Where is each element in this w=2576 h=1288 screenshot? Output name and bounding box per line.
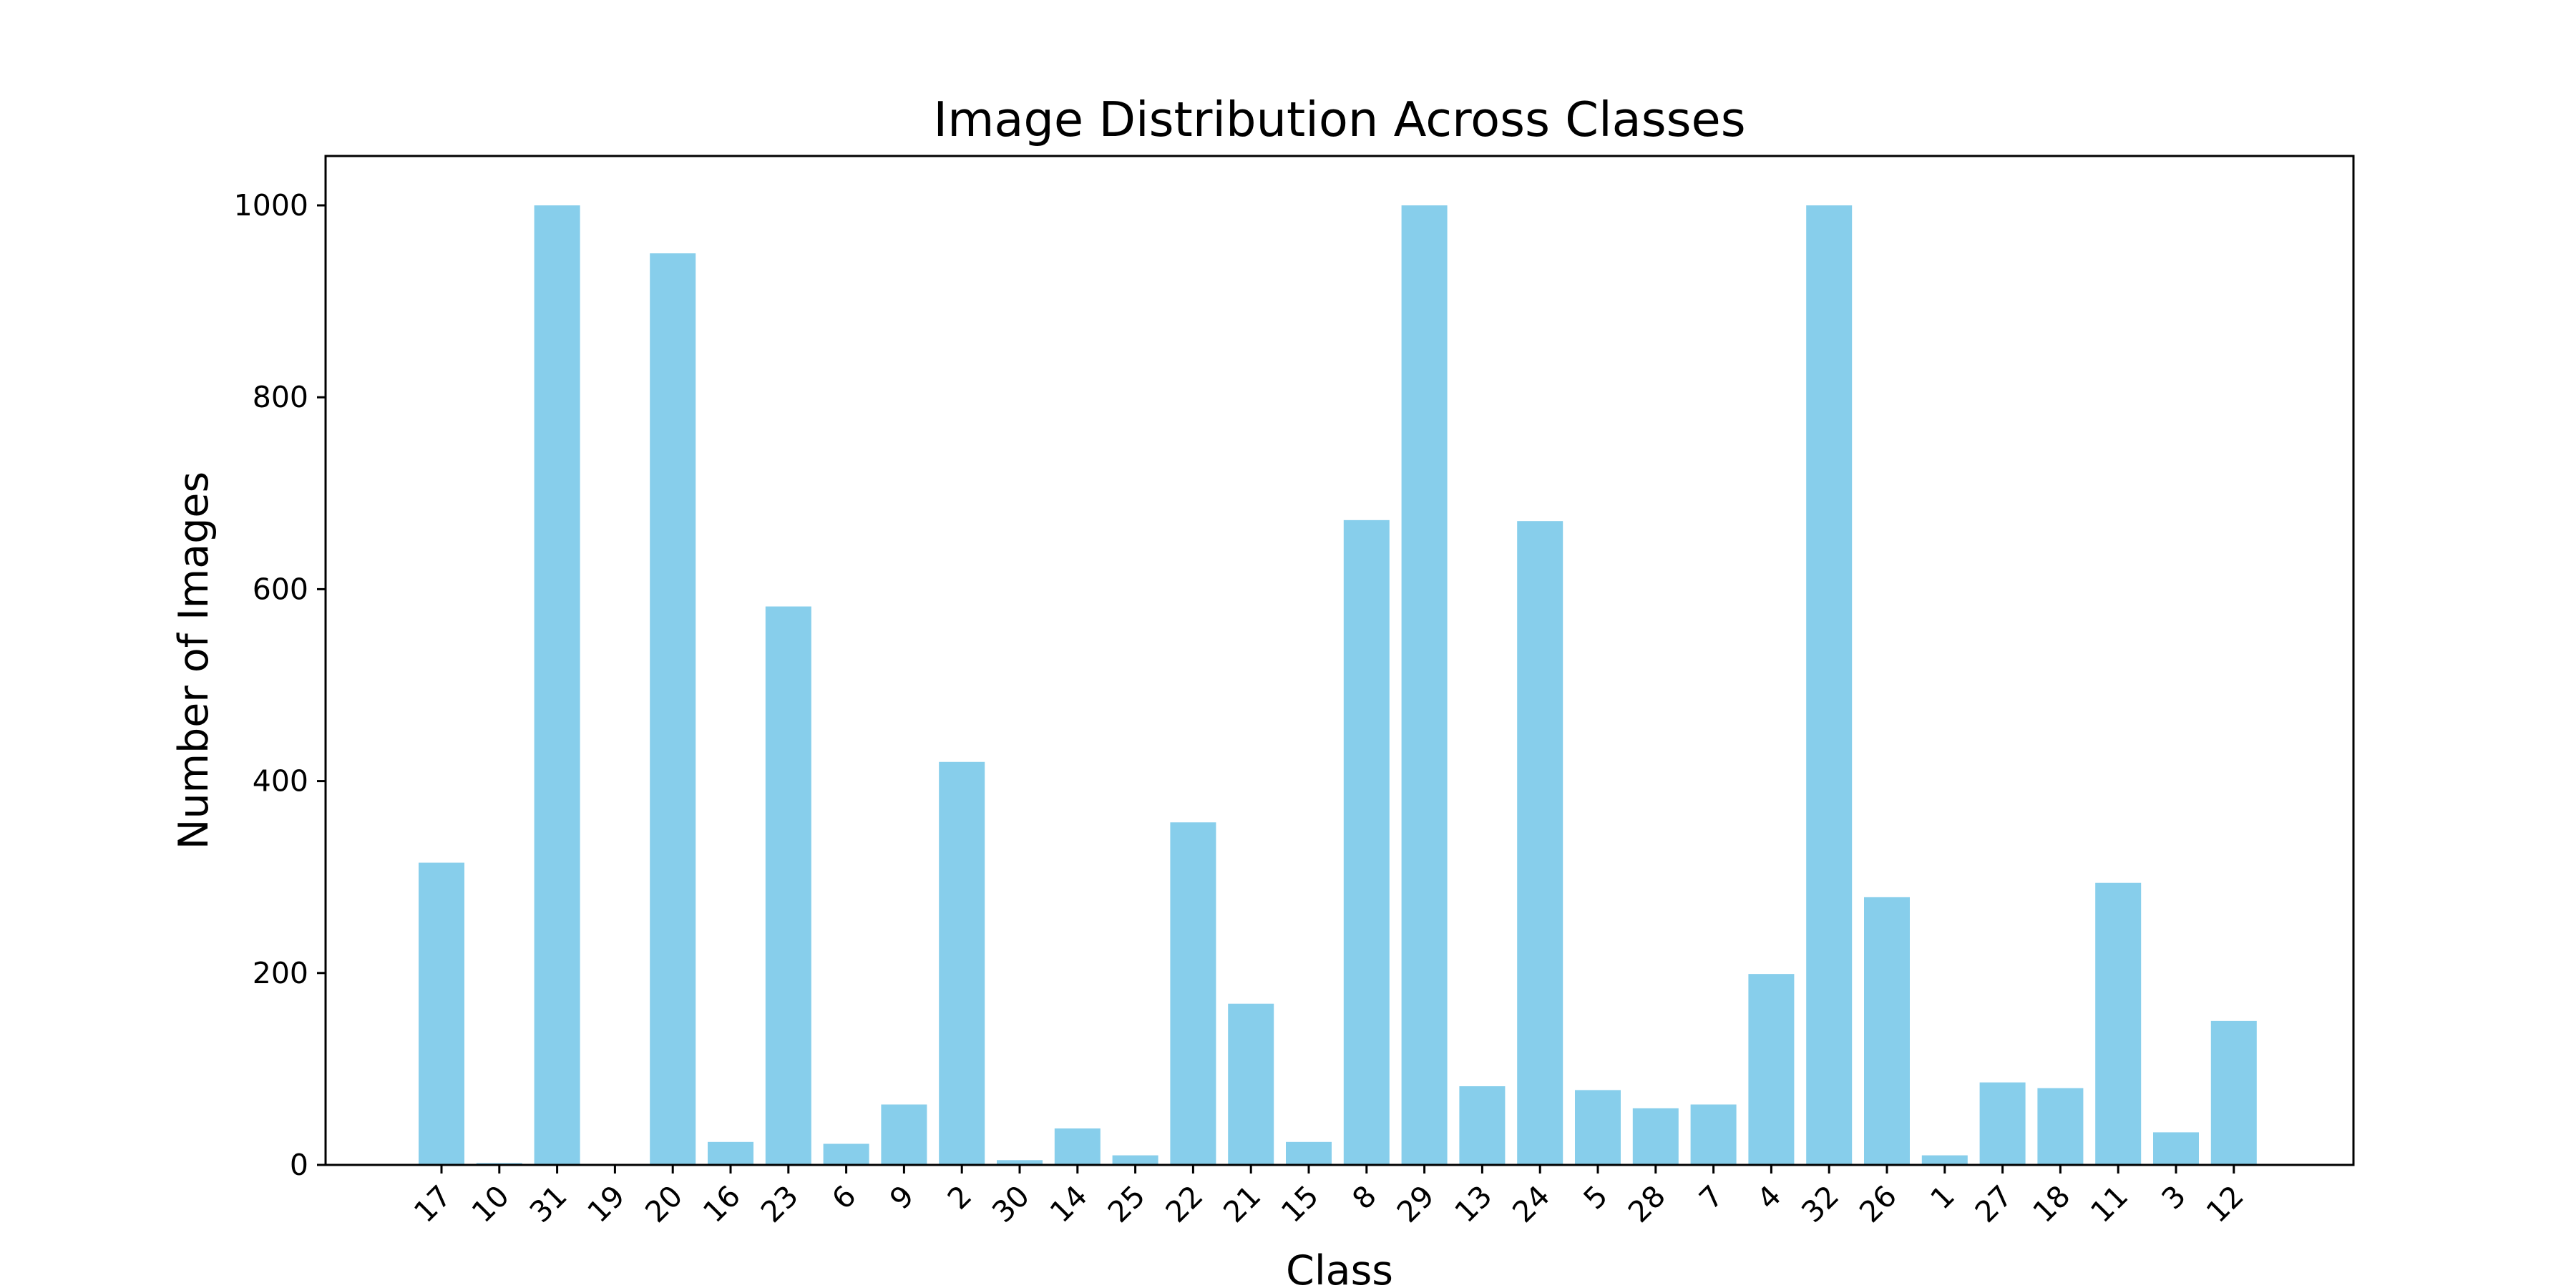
x-tick-label: 10 [465, 1179, 516, 1229]
x-tick-label: 7 [1692, 1179, 1729, 1216]
bar-class-29 [1401, 205, 1448, 1165]
bar-class-32 [1806, 205, 1853, 1165]
x-tick-label: 1 [1923, 1179, 1961, 1216]
x-tick-label: 16 [696, 1179, 747, 1229]
chart-title: Image Distribution Across Classes [933, 92, 1745, 147]
y-tick-label: 800 [253, 380, 308, 414]
bar-class-5 [1575, 1090, 1621, 1165]
x-tick-label: 14 [1043, 1179, 1094, 1229]
bar-class-24 [1517, 521, 1563, 1165]
x-tick-label: 18 [2026, 1179, 2077, 1229]
x-tick-label: 8 [1345, 1179, 1382, 1216]
x-tick-label: 11 [2084, 1179, 2135, 1229]
x-tick-label: 4 [1750, 1179, 1787, 1216]
bar-class-26 [1864, 897, 1910, 1165]
bar-class-20 [650, 253, 696, 1165]
y-tick-label: 1000 [234, 188, 308, 223]
y-tick-label: 0 [290, 1148, 308, 1182]
bar-class-17 [419, 862, 464, 1165]
x-tick-label: 2 [941, 1179, 978, 1216]
x-tick-label: 17 [407, 1179, 458, 1229]
x-tick-label: 26 [1853, 1179, 1903, 1229]
bar-class-7 [1690, 1104, 1737, 1165]
x-tick-label: 30 [985, 1179, 1036, 1229]
x-tick-label: 32 [1795, 1179, 1845, 1229]
plot-frame [324, 155, 2355, 1166]
bar-class-31 [534, 205, 580, 1165]
y-tick-label: 600 [253, 572, 308, 606]
bar-class-11 [2095, 882, 2142, 1165]
x-tick-label: 25 [1101, 1179, 1152, 1229]
x-tick-label: 9 [883, 1179, 920, 1216]
x-tick-label: 5 [1577, 1179, 1614, 1216]
bar-class-30 [997, 1160, 1043, 1165]
x-tick-label: 15 [1274, 1179, 1325, 1229]
x-tick-label: 20 [638, 1179, 689, 1229]
bar-class-3 [2153, 1132, 2199, 1165]
x-tick-label: 3 [2155, 1179, 2192, 1216]
x-tick-label: 28 [1621, 1179, 1672, 1229]
bar-class-8 [1343, 519, 1390, 1165]
bar-class-13 [1459, 1086, 1506, 1165]
x-tick-label: 12 [2200, 1179, 2250, 1229]
x-tick-label: 13 [1448, 1179, 1499, 1229]
bar-class-9 [881, 1104, 927, 1165]
x-axis: 17 10 31 19 20 16 23 6 9 2 30 14 25 22 21 15 8 29 13 24 5 28 7… [407, 1165, 2250, 1229]
bar-class-4 [1748, 974, 1795, 1165]
bar-class-1 [1921, 1155, 1968, 1165]
x-tick-label: 23 [754, 1179, 805, 1229]
x-tick-label: 24 [1506, 1179, 1556, 1229]
bars-layer [419, 205, 2257, 1165]
bar-class-18 [2037, 1088, 2084, 1165]
y-tick-label: 400 [253, 764, 308, 799]
bar-class-2 [939, 761, 985, 1165]
bar-class-28 [1632, 1108, 1679, 1165]
x-tick-label: 22 [1159, 1179, 1210, 1229]
x-tick-label: 19 [581, 1179, 632, 1229]
x-tick-label: 6 [825, 1179, 862, 1216]
bar-class-25 [1112, 1155, 1158, 1165]
x-tick-label: 31 [523, 1179, 574, 1229]
bar-class-15 [1286, 1141, 1332, 1165]
y-axis: 0 200 400 600 800 1000 [234, 188, 326, 1182]
x-tick-label: 29 [1390, 1179, 1441, 1229]
bar-class-6 [823, 1143, 869, 1165]
y-axis-title: Number of Images [170, 472, 218, 849]
y-tick-label: 200 [253, 956, 308, 990]
x-axis-title: Class [1286, 1247, 1393, 1288]
bar-class-21 [1228, 1003, 1274, 1165]
bar-class-14 [1054, 1128, 1101, 1165]
x-tick-label: 21 [1216, 1179, 1267, 1229]
bar-class-27 [1979, 1082, 2026, 1165]
x-tick-label: 27 [1968, 1179, 2019, 1229]
bar-class-22 [1170, 822, 1216, 1165]
bar-class-16 [708, 1141, 753, 1165]
bar-class-23 [765, 606, 811, 1165]
bar-class-12 [2210, 1020, 2257, 1165]
